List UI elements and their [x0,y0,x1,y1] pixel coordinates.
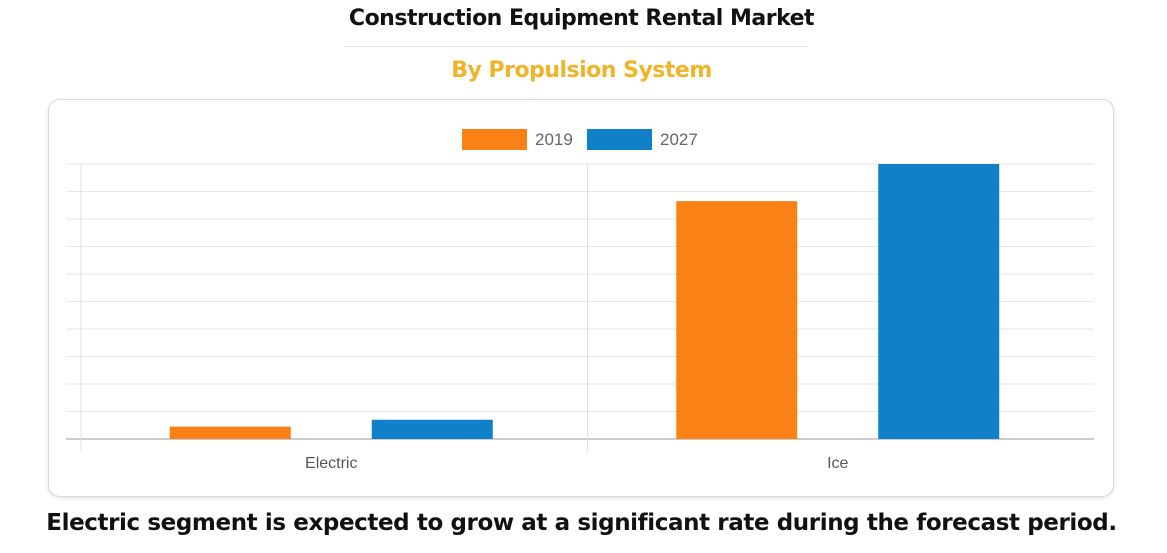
legend-swatch-2019 [462,129,527,150]
x-tick-label: Ice [827,455,848,472]
bar-chart: Electric Ice 2019 2027 [66,129,1094,472]
bar-electric-2019 [169,426,291,439]
x-tick-label: Electric [305,455,357,472]
legend-label-2027: 2027 [660,130,698,149]
chart-title: Construction Equipment Rental Market [348,6,815,31]
chart-card: Electric Ice 2019 2027 [48,99,1114,497]
title-divider [345,46,807,47]
legend-swatch-2027 [587,129,652,150]
chart-footnote: Electric segment is expected to grow at … [46,510,1117,536]
chart-subtitle: By Propulsion System [451,58,712,83]
bar-electric-2027 [371,419,493,439]
bar-ice-2019 [676,201,798,439]
legend-label-2019: 2019 [535,130,573,149]
bar-ice-2027 [878,164,1000,439]
